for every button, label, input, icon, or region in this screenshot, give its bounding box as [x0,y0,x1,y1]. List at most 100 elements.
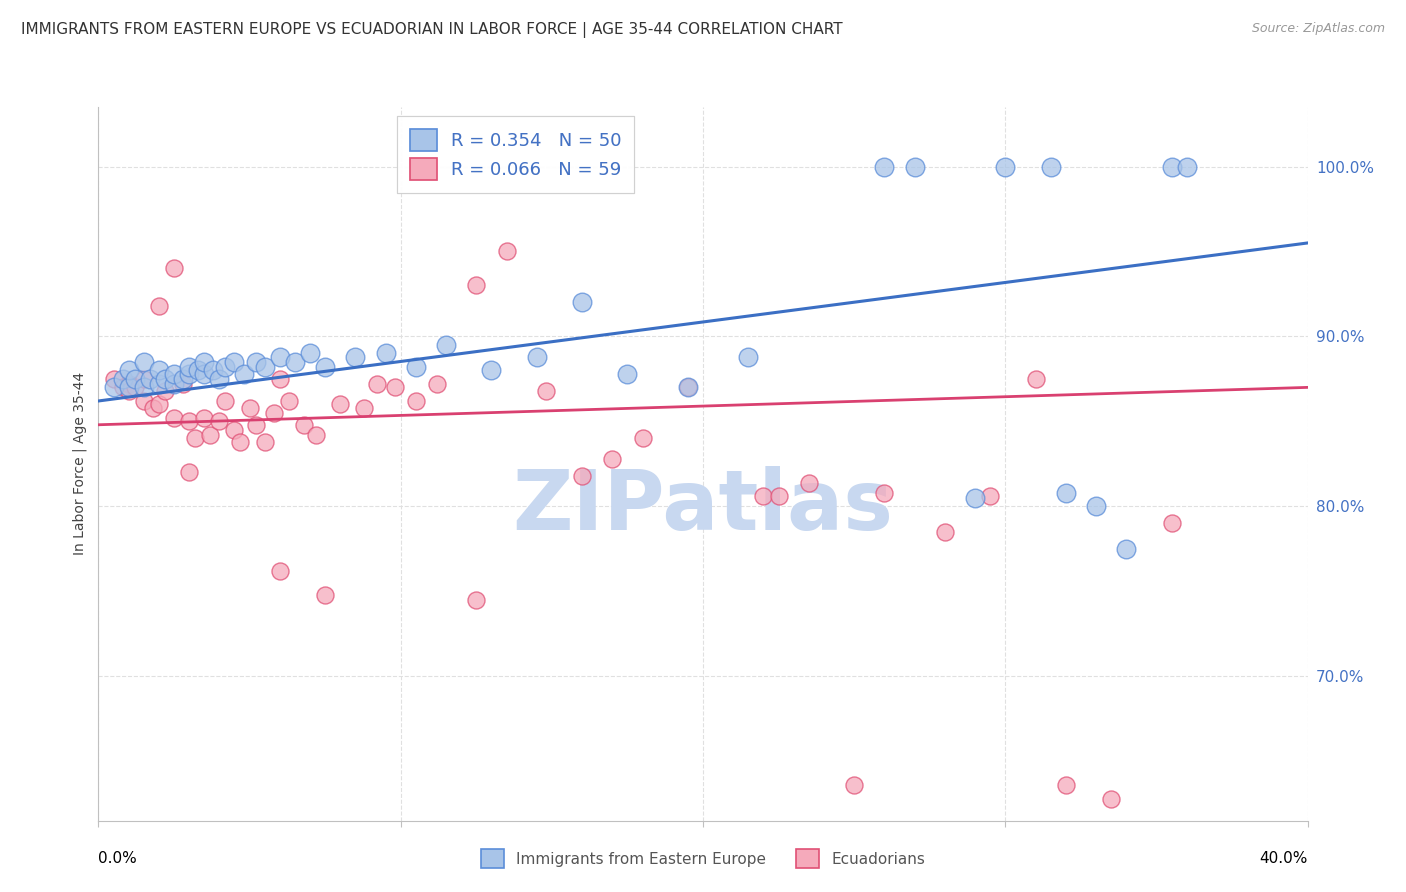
Point [263,406,285,420]
Point [534,384,557,398]
Point [269,372,291,386]
Point [269,350,291,364]
Point [571,295,593,310]
Point [526,350,548,364]
Point [184,431,207,445]
Point [1039,160,1062,174]
Point [187,363,209,377]
Point [163,411,186,425]
Point [405,394,427,409]
Point [366,376,388,391]
Point [111,372,134,386]
Point [163,367,186,381]
Point [616,367,638,381]
Point [179,367,201,381]
Point [405,359,427,374]
Point [179,414,201,428]
Point [253,359,276,374]
Point [148,363,170,377]
Point [329,397,352,411]
Point [239,401,262,415]
Point [353,401,375,415]
Point [676,380,699,394]
Point [1085,500,1108,514]
Point [103,372,125,386]
Point [426,376,449,391]
Point [631,431,654,445]
Text: IMMIGRANTS FROM EASTERN EUROPE VS ECUADORIAN IN LABOR FORCE | AGE 35-44 CORRELAT: IMMIGRANTS FROM EASTERN EUROPE VS ECUADO… [21,22,842,38]
Point [245,417,267,432]
Point [314,359,336,374]
Point [224,423,246,437]
Point [344,350,367,364]
Point [384,380,406,394]
Point [153,372,176,386]
Point [752,489,775,503]
Point [214,394,236,409]
Point [374,346,396,360]
Point [200,428,222,442]
Point [253,434,276,449]
Point [1160,160,1182,174]
Point [179,466,201,480]
Point [163,261,186,276]
Point [103,380,125,394]
Point [124,380,146,394]
Point [124,372,146,386]
Text: 40.0%: 40.0% [1260,851,1308,866]
Point [148,299,170,313]
Point [214,359,236,374]
Point [1175,160,1198,174]
Point [873,160,896,174]
Point [965,491,987,505]
Point [208,372,231,386]
Point [139,372,162,386]
Point [132,380,155,394]
Text: Source: ZipAtlas.com: Source: ZipAtlas.com [1251,22,1385,36]
Point [434,338,457,352]
Point [314,588,336,602]
Y-axis label: In Labor Force | Age 35-44: In Labor Force | Age 35-44 [73,372,87,556]
Point [1099,791,1122,805]
Point [193,367,215,381]
Point [132,355,155,369]
Point [142,401,165,415]
Point [1115,541,1137,556]
Point [118,384,141,398]
Point [111,380,134,394]
Point [284,355,307,369]
Point [172,376,194,391]
Point [994,160,1017,174]
Point [229,434,252,449]
Point [118,376,141,391]
Point [224,355,246,369]
Point [148,397,170,411]
Point [1160,516,1182,531]
Point [737,350,759,364]
Point [904,160,927,174]
Point [768,489,790,503]
Point [465,278,488,293]
Point [118,380,141,394]
Point [172,372,194,386]
Point [292,417,315,432]
Point [934,524,956,539]
Point [153,384,176,398]
Point [602,451,624,466]
Point [132,372,155,386]
Point [299,346,322,360]
Point [481,363,503,377]
Point [232,367,254,381]
Point [277,394,299,409]
Point [208,414,231,428]
Point [269,564,291,578]
Point [844,778,866,792]
Point [1054,485,1077,500]
Point [148,376,170,391]
Point [979,489,1001,503]
Point [193,355,215,369]
Legend: R = 0.354   N = 50, R = 0.066   N = 59: R = 0.354 N = 50, R = 0.066 N = 59 [396,116,634,193]
Point [245,355,267,369]
Point [873,485,896,500]
Legend: Immigrants from Eastern Europe, Ecuadorians: Immigrants from Eastern Europe, Ecuadori… [472,841,934,875]
